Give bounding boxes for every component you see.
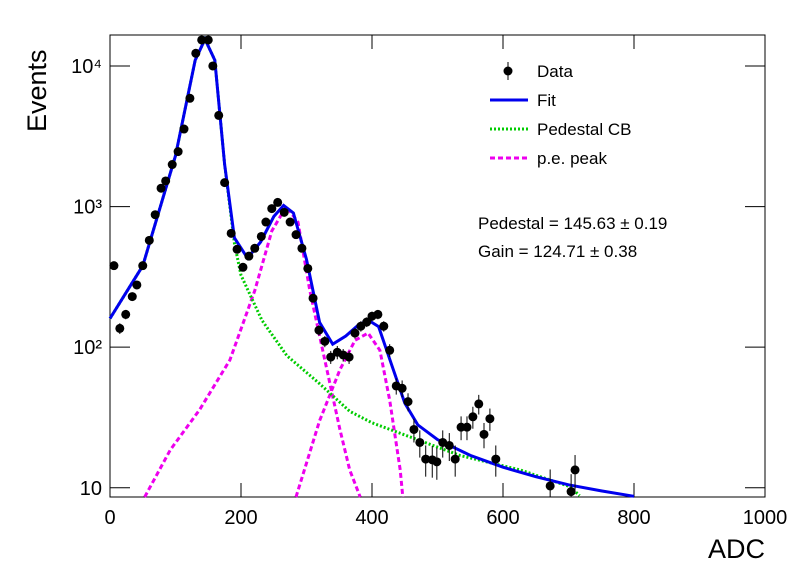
y-tick-label: 10³ [73,197,102,219]
data-point [197,35,207,45]
data-point [203,35,213,45]
data-point [570,465,580,475]
data-point [144,235,154,245]
data-point [462,422,472,432]
data-point [397,383,407,393]
data-point [385,345,395,355]
fit-curve [108,35,581,497]
data-point [320,336,330,346]
data-point [220,178,230,188]
data-point [132,280,142,290]
data-point [444,440,454,450]
legend-label: p.e. peak [537,149,607,168]
data-point [326,352,336,362]
y-tick-label: 10⁴ [71,56,102,78]
data-point [273,197,283,207]
data-point [238,262,248,272]
x-tick-label: 200 [224,507,257,529]
y-axis-title: Events [22,49,52,132]
data-point [303,263,313,273]
x-tick-label: 800 [617,507,650,529]
data-point [344,352,354,362]
data-point [279,207,289,217]
x-tick-label: 600 [486,507,519,529]
data-point [214,110,224,120]
data-point [244,251,254,261]
data-point [379,321,389,331]
annotation: Gain = 124.71 ± 0.38 [478,242,637,261]
legend-label: Fit [537,91,556,110]
fit-curve [108,35,635,498]
x-tick-label: 400 [355,507,388,529]
data-point [566,487,576,497]
data-point [167,160,177,170]
data-point [432,457,442,467]
data-point [485,414,495,424]
x-tick-label: 1000 [743,507,788,529]
data-point [156,183,166,193]
data-point [291,230,301,240]
data-point [150,210,160,220]
data-point [185,93,195,103]
fit-curve [143,203,405,498]
data-point [267,204,277,214]
data-point [285,217,295,227]
data-point [232,244,242,254]
data-point [403,397,413,407]
data-point [179,124,189,134]
data-point [127,292,137,302]
data-point [208,61,218,71]
data-point [479,429,489,439]
y-tick-label: 10² [73,337,102,359]
data-point [450,454,460,464]
legend-label: Pedestal CB [537,120,632,139]
data-point [226,228,236,238]
data-point [191,48,201,58]
legend-label: Data [537,62,573,81]
data-point [161,176,171,186]
data-point [421,454,431,464]
y-tick-label: 10 [80,478,102,500]
data-point [491,454,501,464]
data-point [308,293,318,303]
data-point [314,325,324,335]
annotation: Pedestal = 145.63 ± 0.19 [478,214,667,233]
data-point [173,147,183,157]
legend-symbol [503,66,513,76]
data-point [261,217,271,227]
data-point [409,424,419,434]
data-point [545,481,555,491]
data-point [474,399,484,409]
x-axis-title: ADC [708,534,765,564]
x-tick-label: 0 [104,507,115,529]
data-point [121,309,131,319]
data-point [297,243,307,253]
data-point [350,328,360,338]
data-point [468,412,478,422]
data-point [250,243,260,253]
data-point [115,323,125,333]
data-point [373,309,383,319]
data-point [415,437,425,447]
data-point [109,261,119,271]
data-point [138,261,148,271]
data-point [362,317,372,327]
data-point [256,231,266,241]
